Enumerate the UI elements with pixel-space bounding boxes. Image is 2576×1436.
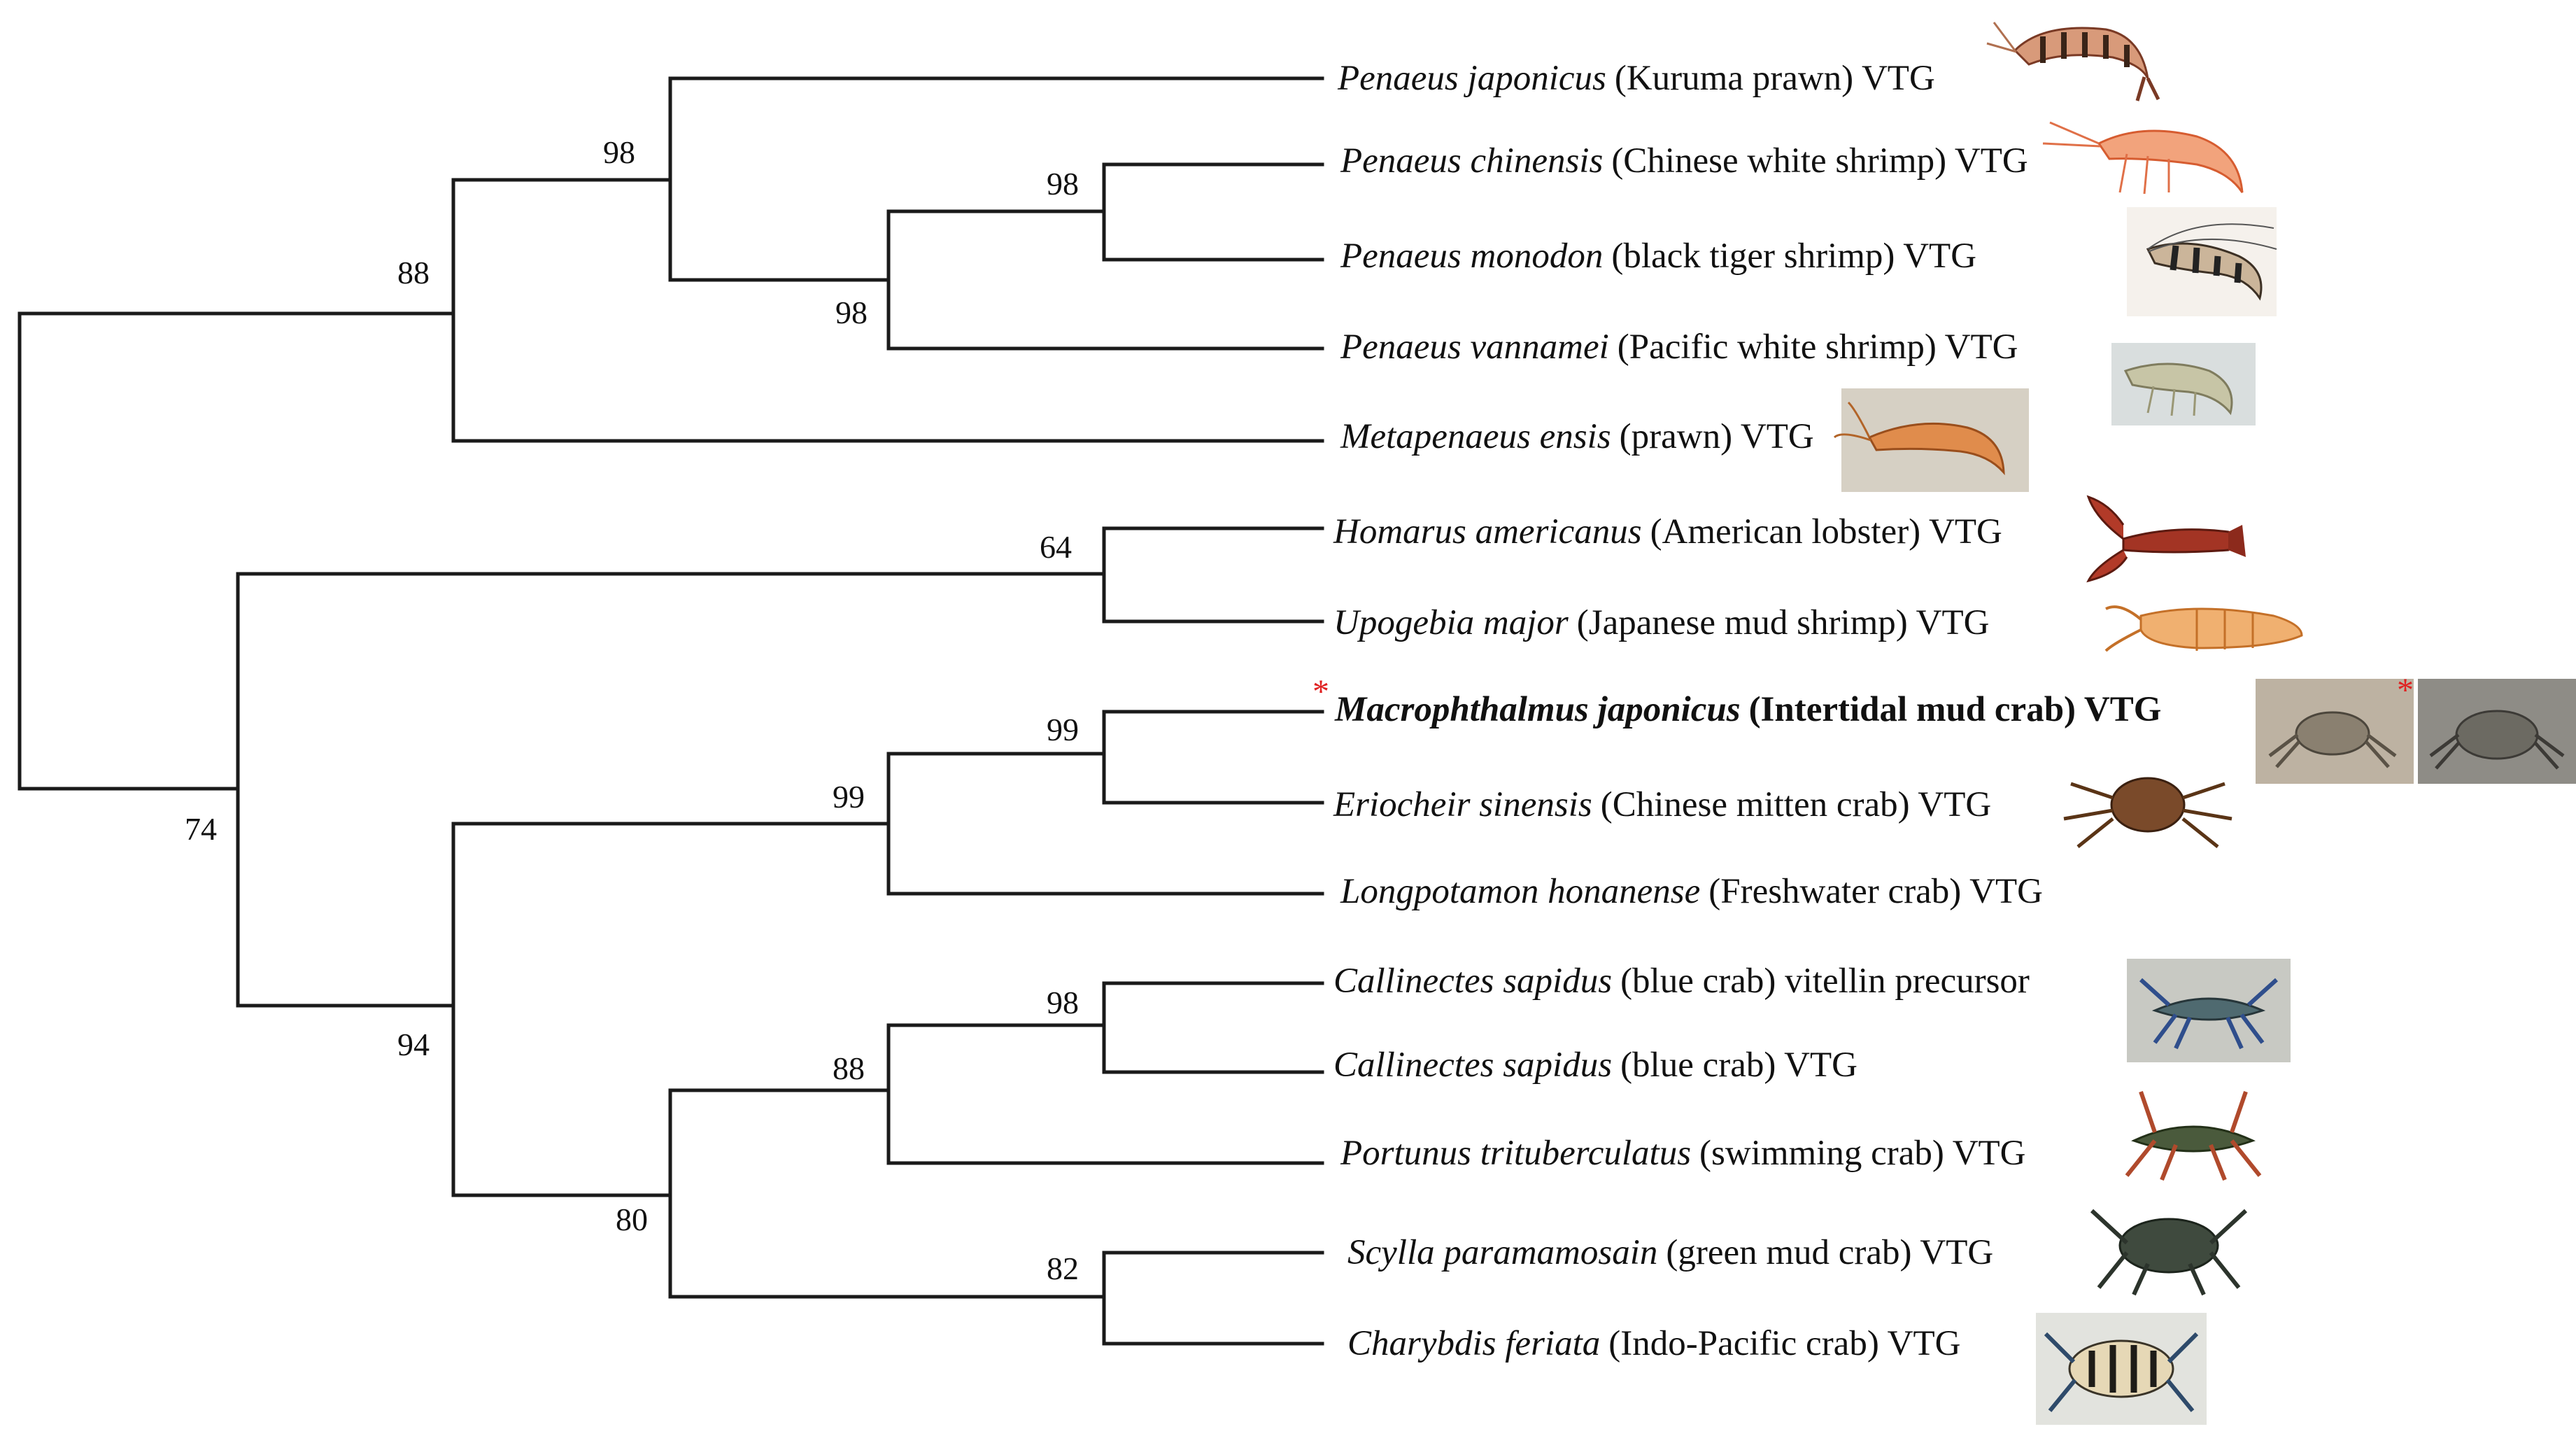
taxon-species: Penaeus japonicus bbox=[1337, 59, 1606, 98]
blue-crab-photo bbox=[2127, 959, 2291, 1062]
taxon-species: Longpotamon honanense bbox=[1340, 872, 1700, 911]
taxon-species: Penaeus chinensis bbox=[1340, 141, 1603, 181]
taxon-common-name: (Japanese mud shrimp) VTG bbox=[1577, 603, 1990, 642]
support-cm: 98 bbox=[1047, 166, 1079, 202]
taxon-label: Longpotamon honanense (Freshwater crab) V… bbox=[1340, 872, 2043, 911]
indo-pacific-crab-photo bbox=[2036, 1313, 2207, 1425]
support-portunid: 80 bbox=[616, 1202, 648, 1237]
support-grapsoid: 99 bbox=[833, 779, 865, 815]
support-callinectes: 98 bbox=[1047, 985, 1079, 1020]
taxon-common-name: (blue crab) VTG bbox=[1620, 1046, 1857, 1085]
taxon-common-name: (Chinese white shrimp) VTG bbox=[1611, 141, 2027, 181]
taxon-label: Scylla paramamosain (green mud crab) VTG bbox=[1347, 1233, 1993, 1272]
support-scylla-charybdis: 82 bbox=[1047, 1251, 1079, 1286]
taxon-species: Eriocheir sinensis bbox=[1333, 785, 1592, 824]
taxon-species: Penaeus monodon bbox=[1340, 237, 1603, 276]
chinese-mitten-crab-photo bbox=[2063, 777, 2232, 848]
photo-asterisk: * bbox=[2397, 672, 2414, 709]
support-macro-eriocheir: 99 bbox=[1047, 712, 1079, 747]
taxon-common-name: (prawn) VTG bbox=[1620, 417, 1814, 456]
taxon-label: Callinectes sapidus (blue crab) VTG bbox=[1333, 1046, 1857, 1085]
taxon-label: Metapenaeus ensis (prawn) VTG bbox=[1340, 417, 1814, 456]
black-tiger-shrimp-photo bbox=[2127, 207, 2277, 316]
taxon-label: Homarus americanus (American lobster) VTG bbox=[1333, 512, 2002, 551]
japanese-mud-shrimp-photo bbox=[2104, 605, 2303, 652]
taxon-common-name: (swimming crab) VTG bbox=[1699, 1134, 2025, 1173]
taxon-label: Eriocheir sinensis (Chinese mitten crab) … bbox=[1333, 785, 1991, 824]
taxon-species: Callinectes sapidus bbox=[1333, 962, 1612, 1001]
bootstrap-values: 88 98 98 98 74 64 94 99 99 80 88 98 82 bbox=[185, 134, 1079, 1286]
swimming-crab-photo bbox=[2125, 1091, 2262, 1181]
support-penaeus: 98 bbox=[603, 134, 635, 170]
american-lobster-photo bbox=[2086, 495, 2246, 583]
taxon-species: Upogebia major bbox=[1333, 603, 1569, 642]
support-root-second: 74 bbox=[185, 811, 217, 847]
taxon-common-name: (Pacific white shrimp) VTG bbox=[1618, 328, 2018, 367]
taxon-species: Callinectes sapidus bbox=[1333, 1046, 1612, 1085]
support-crab-clade: 94 bbox=[397, 1027, 430, 1062]
green-mud-crab-photo bbox=[2090, 1209, 2248, 1296]
taxon-common-name: (Freshwater crab) VTG bbox=[1708, 872, 2043, 911]
taxon-common-name: (black tiger shrimp) VTG bbox=[1611, 237, 1976, 276]
intertidal-mud-crab-photo: * bbox=[2256, 672, 2576, 784]
taxon-label: Penaeus japonicus (Kuruma prawn) VTG bbox=[1337, 59, 1935, 98]
taxon-species: Scylla paramamosain bbox=[1347, 1233, 1657, 1272]
taxon-common-name: (Kuruma prawn) VTG bbox=[1615, 59, 1935, 98]
taxon-common-name: (Chinese mitten crab) VTG bbox=[1601, 785, 1992, 824]
taxon-label: Portunus trituberculatus (swimming crab) … bbox=[1340, 1134, 2026, 1173]
kuruma-prawn-photo bbox=[1986, 22, 2160, 101]
taxon-label: Penaeus chinensis (Chinese white shrimp) … bbox=[1340, 141, 2028, 181]
taxon-common-name: (green mud crab) VTG bbox=[1666, 1233, 1993, 1272]
taxon-species: Charybdis feriata bbox=[1347, 1324, 1600, 1363]
taxon-labels: Penaeus japonicus (Kuruma prawn) VTGPenae… bbox=[1333, 59, 2161, 1363]
taxon-common-name: (American lobster) VTG bbox=[1650, 512, 2002, 551]
animal-photos: * bbox=[1833, 22, 2576, 1425]
taxon-species: Portunus trituberculatus bbox=[1340, 1134, 1691, 1173]
support-shrimp-clade: 88 bbox=[397, 255, 430, 290]
taxon-species: Macrophthalmus japonicus bbox=[1334, 690, 1741, 729]
taxon-species: Metapenaeus ensis bbox=[1340, 417, 1611, 456]
taxon-label: Macrophthalmus japonicus (Intertidal mud … bbox=[1334, 690, 2161, 729]
taxon-common-name: (blue crab) vitellin precursor bbox=[1620, 962, 2030, 1001]
chinese-white-shrimp-photo bbox=[2042, 121, 2244, 195]
pacific-white-shrimp-photo bbox=[2111, 343, 2256, 425]
taxon-common-name: (Intertidal mud crab) VTG bbox=[1749, 690, 2162, 729]
taxon-label: Penaeus monodon (black tiger shrimp) VTG bbox=[1340, 237, 1976, 276]
tree-branches bbox=[17, 76, 1324, 1346]
taxon-species: Homarus americanus bbox=[1333, 512, 1642, 551]
taxon-species: Penaeus vannamei bbox=[1340, 328, 1609, 367]
taxon-label: Callinectes sapidus (blue crab) vitellin … bbox=[1333, 962, 2030, 1001]
taxon-label: Upogebia major (Japanese mud shrimp) VTG bbox=[1333, 603, 1989, 642]
support-callinectes-portunus: 88 bbox=[833, 1050, 865, 1086]
taxon-label: Penaeus vannamei (Pacific white shrimp) V… bbox=[1340, 328, 2018, 367]
prawn-photo bbox=[1833, 388, 2029, 492]
support-cmv: 98 bbox=[835, 295, 868, 330]
support-lobster-clade: 64 bbox=[1040, 529, 1072, 565]
taxon-label: Charybdis feriata (Indo-Pacific crab) VTG bbox=[1347, 1324, 1960, 1363]
taxon-common-name: (Indo-Pacific crab) VTG bbox=[1608, 1324, 1960, 1363]
highlight-asterisk: * bbox=[1312, 673, 1329, 710]
